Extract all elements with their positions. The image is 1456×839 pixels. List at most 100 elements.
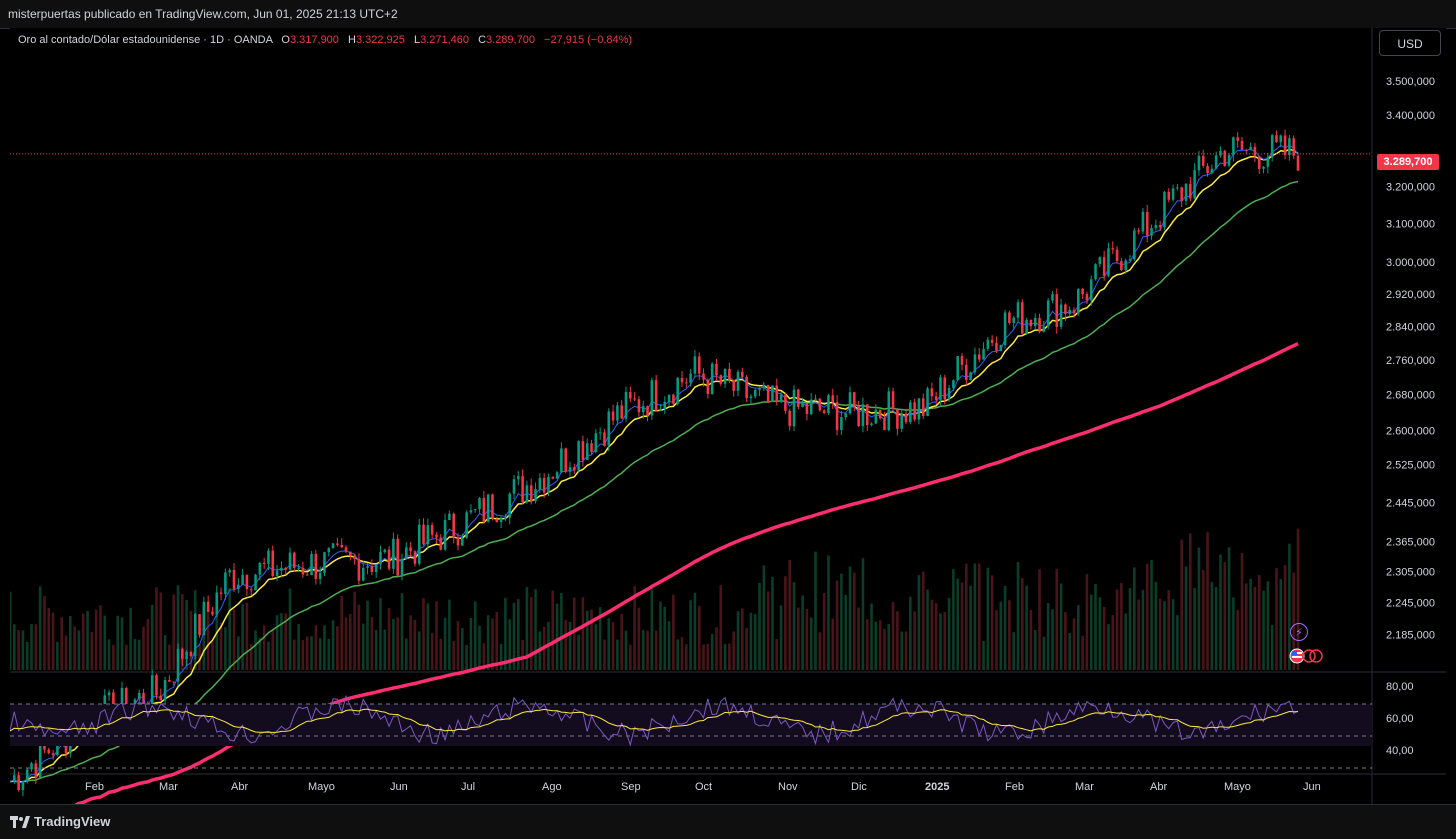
volume-bar: [478, 625, 481, 670]
candle-body: [318, 572, 322, 579]
candle-body: [504, 517, 507, 519]
candle-body: [620, 405, 623, 419]
candle-body: [34, 763, 38, 778]
candle-body: [193, 614, 197, 656]
volume-bar: [517, 599, 520, 670]
volume-bar: [736, 611, 740, 670]
volume-bar: [168, 644, 171, 670]
chart-frame[interactable]: 3.500,000 3.400,000 3.200,000 3.100,000 3.00…: [10, 28, 1446, 804]
candle-body: [753, 389, 757, 397]
candle-body: [848, 392, 852, 414]
candle-body: [189, 651, 193, 656]
volume-bar: [1210, 582, 1214, 670]
candle-body: [495, 519, 499, 523]
candle-body: [1240, 140, 1244, 150]
volume-bar: [81, 613, 85, 670]
footer-brand: TradingView: [34, 814, 111, 829]
close-label: C: [478, 34, 487, 46]
candle-body: [1201, 155, 1205, 166]
volume-bar: [710, 634, 714, 670]
volume-bar: [1042, 636, 1046, 670]
volume-bar: [706, 643, 710, 670]
candle-body: [693, 356, 697, 374]
symbol-name: Oro al contado/Dólar estadounidense · 1D…: [18, 34, 273, 46]
candle-body: [560, 448, 563, 473]
candle-body: [1219, 150, 1222, 156]
volume-bar: [258, 637, 262, 670]
candle-body: [1120, 261, 1123, 271]
y-tick-label: 2.680,000: [1386, 390, 1435, 402]
candle-body: [900, 413, 903, 429]
volume-bar: [1038, 569, 1041, 670]
candle-body: [13, 775, 16, 782]
volume-bar: [1232, 597, 1235, 670]
volume-bar: [267, 641, 270, 670]
volume-bar: [1236, 610, 1239, 670]
candle-body: [288, 552, 292, 570]
volume-bar: [491, 618, 494, 670]
chart-canvas[interactable]: 3.500,000 3.400,000 3.200,000 3.100,000 3.00…: [10, 28, 1446, 804]
y-tick-label: 2.305,000: [1386, 567, 1435, 579]
candle-body: [1137, 230, 1140, 232]
volume-bar: [370, 617, 374, 670]
us-flag-events-icon[interactable]: [1289, 648, 1327, 664]
candle-body: [1150, 228, 1153, 236]
candle-body: [1292, 138, 1295, 156]
candle-body: [1167, 191, 1171, 200]
volume-bar: [439, 638, 443, 670]
volume-bar: [663, 606, 667, 670]
candle-body: [1055, 294, 1059, 327]
candle-body: [986, 339, 990, 349]
candle-body: [1085, 294, 1089, 301]
candle-body: [254, 574, 257, 591]
open-label: O: [281, 34, 290, 46]
volume-bar: [1145, 563, 1149, 670]
candle-body: [982, 348, 985, 360]
y-tick-label: 2.445,000: [1386, 497, 1435, 509]
volume-bar: [896, 611, 899, 670]
candle-body: [228, 570, 231, 573]
candle-body: [758, 388, 761, 390]
volume-bar: [741, 608, 744, 670]
y-tick-label: 2.760,000: [1386, 355, 1435, 367]
currency-button[interactable]: USD: [1379, 30, 1441, 56]
volume-bar: [784, 576, 787, 670]
candle-body: [465, 512, 468, 538]
candle-body: [353, 555, 356, 559]
volume-bar: [1111, 614, 1115, 670]
candle-body: [1210, 168, 1214, 174]
candle-body: [797, 389, 800, 407]
candle-body: [680, 377, 684, 383]
volume-bar: [133, 639, 137, 670]
volume-bar: [616, 639, 619, 670]
candle-body: [400, 558, 404, 576]
volume-bar: [1003, 585, 1007, 670]
high-value: 3.322,925: [355, 34, 405, 46]
volume-bar: [228, 588, 231, 670]
lightning-icon[interactable]: ⚡: [1290, 623, 1308, 641]
candle-body: [249, 589, 253, 591]
candle-body: [779, 394, 783, 402]
candle-body: [792, 389, 796, 427]
volume-bar: [568, 621, 572, 670]
volume-bar: [797, 607, 800, 670]
volume-bar: [853, 572, 856, 670]
candle-body: [1133, 230, 1136, 260]
volume-bar: [702, 644, 705, 670]
volume-bar: [56, 641, 59, 670]
volume-bar: [297, 623, 300, 670]
volume-bar: [405, 638, 408, 670]
volume-bar: [379, 598, 382, 670]
volume-bar: [766, 591, 770, 670]
x-tick-label: Abr: [231, 781, 248, 793]
candle-body: [305, 574, 309, 576]
volume-bar: [809, 617, 813, 670]
candle-body: [357, 558, 361, 581]
open-value: 3.317,900: [289, 34, 339, 46]
candle-body: [809, 399, 813, 415]
candle-body: [1296, 155, 1300, 171]
volume-bar: [697, 605, 701, 670]
y-tick-label: 3.400,000: [1386, 110, 1435, 122]
volume-bar: [163, 634, 167, 670]
ema-mid-line: [10, 148, 1299, 783]
